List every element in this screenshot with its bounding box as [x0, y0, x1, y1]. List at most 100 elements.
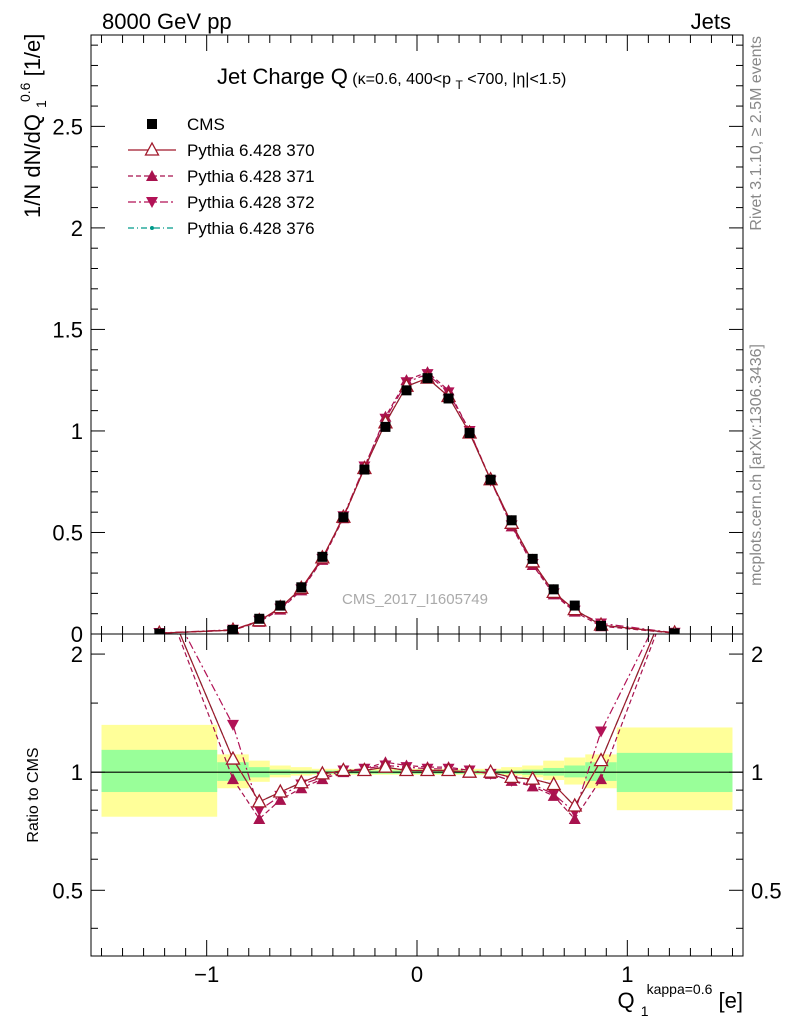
- ratio-point-pythia-6-428-370: [356, 762, 373, 777]
- legend: CMS Pythia 6.428 370 Pythia 6.428 371 Pythi…: [128, 115, 315, 238]
- main-ylabel-unit: [1/e]: [20, 34, 45, 77]
- ratio-point-pythia-6-428-370: [293, 774, 309, 789]
- main-point-cms: [569, 600, 580, 611]
- chart-title-sub: (κ=0.6, 400<p: [352, 71, 451, 88]
- ratio-ytick-label-right: 2: [751, 642, 763, 667]
- main-panel: 0.5 1 1.5 2 2.5 0 Jet Charge Q (κ=0.6, 400<p …: [10, 34, 744, 647]
- main-point-cms: [275, 600, 286, 611]
- ratio-point-pythia-6-428-371: [274, 793, 287, 805]
- ratio-xlabel: Q 1 kappa=0.6 [e]: [617, 974, 743, 1021]
- ratio-point-pythia-6-428-372: [226, 719, 239, 731]
- ratio-point-pythia-6-428-370: [314, 765, 330, 780]
- chart-title-main: Jet Charge Q: [217, 64, 348, 89]
- stat-uncertainty-band: [101, 749, 218, 793]
- ratio-xlabel-unit: [e]: [719, 988, 743, 1013]
- main-point-cms: [227, 624, 238, 634]
- main-point-cms: [669, 628, 680, 634]
- ratio-xlabel-sub: 1: [641, 1003, 649, 1019]
- ratio-point-pythia-6-428-370: [225, 750, 241, 765]
- main-ytick-label: 0.5: [52, 520, 83, 545]
- ratio-line-pythia-6-428-371: [177, 634, 657, 820]
- legend-label-pythia-6-428-371: Pythia 6.428 371: [187, 167, 315, 186]
- header-right: Jets: [691, 9, 731, 34]
- ratio-panel: 0.5 0.51 12 2−1 0 1 Ratio to CMS Q 1 kappa=0.…: [25, 633, 782, 1021]
- chart-title-sub-tail: <700, |η|<1.5): [467, 71, 566, 88]
- ratio-point-pythia-6-428-370: [398, 762, 415, 777]
- ratio-ytick-label-right: 1: [751, 760, 763, 785]
- main-point-cms: [443, 393, 454, 404]
- main-point-cms: [296, 582, 307, 593]
- main-point-cms: [485, 474, 496, 485]
- ratio-point-pythia-6-428-370: [483, 763, 499, 778]
- legend-label-pythia-6-428-376: Pythia 6.428 376: [187, 219, 315, 238]
- main-point-cms: [359, 464, 370, 475]
- main-point-cms: [548, 584, 559, 595]
- stat-uncertainty-band: [564, 765, 586, 778]
- ratio-point-pythia-6-428-372: [253, 805, 266, 817]
- legend-label-pythia-6-428-370: Pythia 6.428 370: [187, 141, 315, 160]
- ratio-ytick-label: 2: [71, 642, 83, 667]
- main-point-cms: [317, 551, 328, 562]
- ratio-point-pythia-6-428-370: [593, 752, 609, 767]
- main-point-cms: [527, 553, 538, 564]
- rivet-label: Rivet 3.1.10, ≥ 2.5M events: [748, 36, 765, 231]
- main-point-cms: [422, 373, 433, 384]
- analysis-watermark: CMS_2017_I1605749: [342, 591, 488, 608]
- ratio-ytick-label: 1: [71, 760, 83, 785]
- ratio-point-pythia-6-428-371: [526, 780, 539, 792]
- ratio-point-pythia-6-428-370: [419, 762, 436, 777]
- legend-label-pythia-6-428-372: Pythia 6.428 372: [187, 193, 315, 212]
- chart-title-sub-subscript: T: [456, 78, 464, 92]
- ratio-point-pythia-6-428-371: [253, 812, 266, 824]
- main-point-cms: [380, 421, 391, 432]
- ratio-point-pythia-6-428-370: [272, 783, 288, 798]
- mcplots-label: mcplots.cern.ch [arXiv:1306.3436]: [748, 344, 765, 586]
- ratio-point-pythia-6-428-372: [595, 726, 608, 738]
- main-ylabel-text: 1/N dN/dQ: [20, 114, 45, 218]
- ratio-ytick-label-right: 0.5: [751, 878, 782, 903]
- ratio-xlabel-text: Q: [617, 988, 634, 1013]
- ratio-point-pythia-6-428-371: [547, 789, 560, 801]
- legend-marker-cms: [147, 119, 157, 129]
- ratio-point-pythia-6-428-370: [377, 758, 394, 773]
- legend-label-cms: CMS: [187, 115, 225, 134]
- ratio-point-pythia-6-428-371: [595, 773, 608, 785]
- main-ytick-label: 2.5: [52, 114, 83, 139]
- main-point-cms: [506, 515, 517, 526]
- ratio-point-pythia-6-428-370: [461, 763, 478, 778]
- ratio-point-pythia-6-428-370: [440, 762, 457, 777]
- ratio-point-pythia-6-428-370: [335, 762, 351, 777]
- ratio-xtick-label: 0: [411, 962, 423, 987]
- ratio-xtick-label: 1: [621, 962, 633, 987]
- main-ylabel-sub: 1: [33, 100, 49, 108]
- legend-marker-pythia-6-428-372: [146, 197, 158, 208]
- ratio-point-pythia-6-428-370: [504, 769, 520, 784]
- main-point-cms: [464, 427, 475, 438]
- main-point-cms: [154, 628, 165, 634]
- ratio-xlabel-sup: kappa=0.6: [647, 981, 713, 997]
- ratio-point-pythia-6-428-370: [525, 770, 541, 785]
- ratio-point-pythia-6-428-371: [226, 773, 239, 785]
- ratio-point-pythia-6-428-370: [567, 797, 583, 812]
- ratio-ytick-label: 0.5: [52, 878, 83, 903]
- main-ylabel: 1/N dN/dQ 1 0.6 [1/e]: [10, 34, 51, 218]
- main-point-cms: [254, 613, 265, 624]
- ratio-point-pythia-6-428-370: [251, 793, 267, 808]
- legend-marker-pythia-6-428-371: [146, 170, 158, 181]
- main-ylabel-sup: 0.6: [17, 82, 33, 102]
- header-left: 8000 GeV pp: [102, 9, 232, 34]
- main-ytick-label: 1.5: [52, 317, 83, 342]
- ratio-xtick-label: −1: [194, 962, 219, 987]
- main-point-cms: [596, 620, 607, 631]
- main-ytick-label-zero: 0: [71, 622, 83, 647]
- main-point-cms: [338, 512, 349, 523]
- ratio-point-pythia-6-428-371: [568, 812, 581, 824]
- legend-marker-pythia-6-428-370: [144, 141, 160, 156]
- legend-marker-pythia-6-428-376: [150, 226, 154, 230]
- ratio-point-pythia-6-428-370: [546, 776, 562, 791]
- main-ytick-label: 1: [71, 419, 83, 444]
- main-point-cms: [401, 385, 412, 396]
- chart-title: Jet Charge Q (κ=0.6, 400<p T <700, |η|<1…: [217, 64, 566, 93]
- main-ytick-label: 2: [71, 216, 83, 241]
